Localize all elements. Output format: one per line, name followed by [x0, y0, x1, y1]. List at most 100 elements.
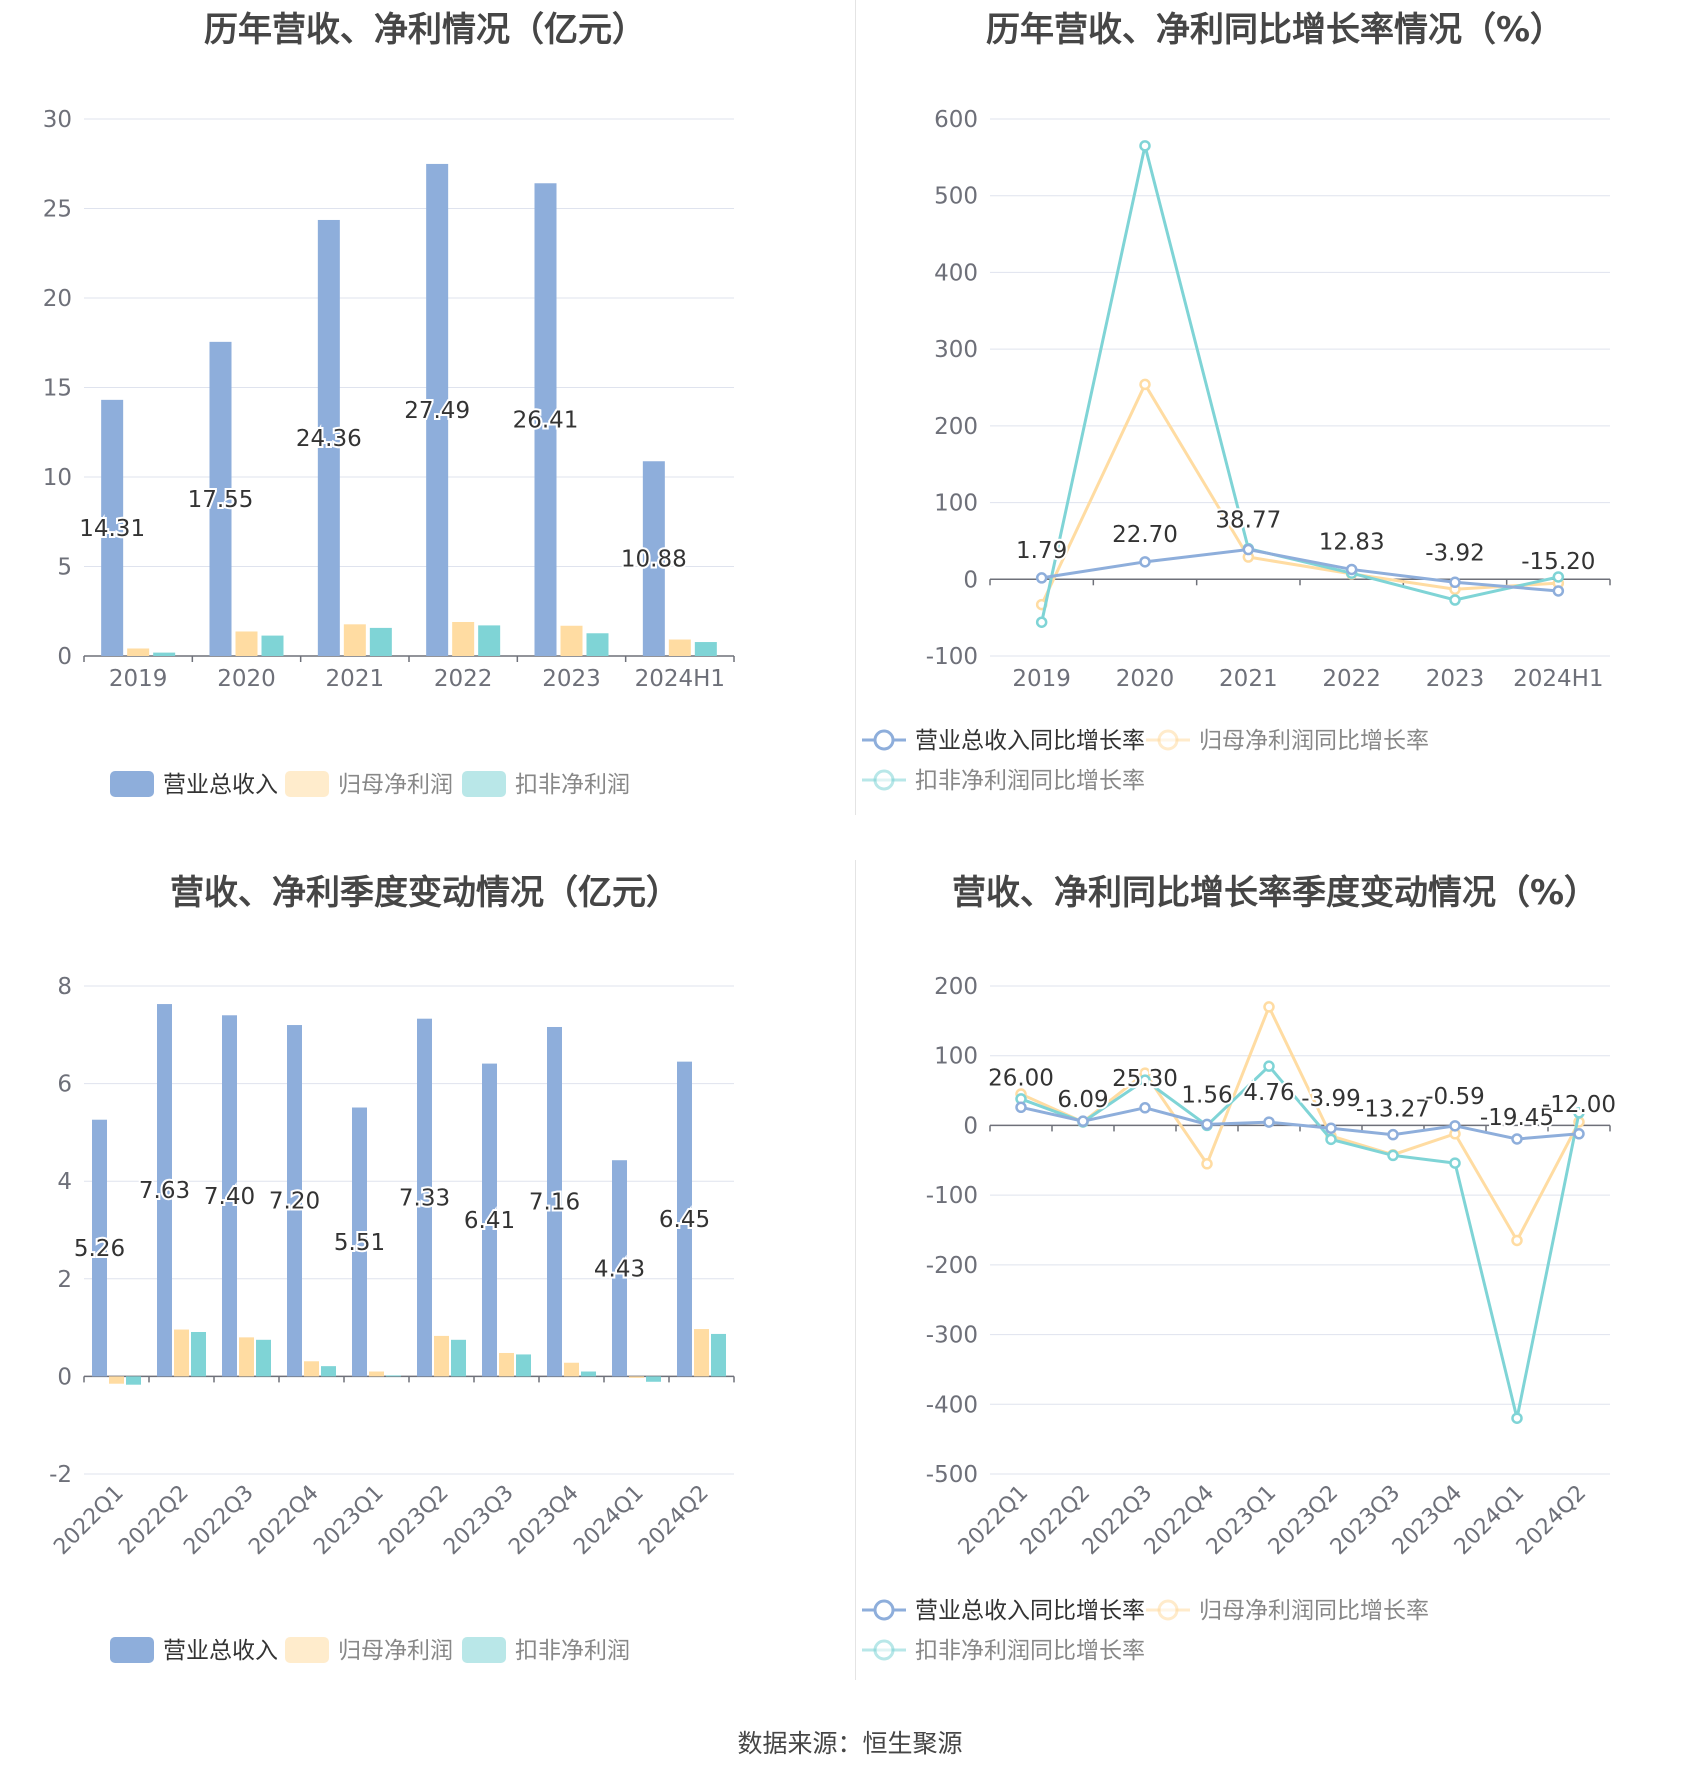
- data-point: [1201, 1158, 1213, 1170]
- x-tick-label: 2022Q1: [49, 1481, 128, 1560]
- y-tick-label: -400: [926, 1392, 978, 1418]
- y-tick-label: 8: [57, 974, 72, 1000]
- data-point: [1345, 563, 1358, 576]
- y-tick-label: 0: [57, 644, 72, 670]
- data-point: [1263, 1116, 1275, 1128]
- legend-label: 归母净利润: [338, 1638, 453, 1664]
- bar: [482, 1063, 497, 1377]
- y-tick-label: 30: [43, 107, 72, 133]
- data-point: [1035, 572, 1048, 584]
- quarterly-values-panel: 营收、净利季度变动情况（亿元） 8 6 4 2 0 -2 2022Q1 2022Q2 2022Q…: [0, 860, 850, 1720]
- bar: [157, 1004, 172, 1377]
- bar: [426, 163, 449, 656]
- bar: [109, 1376, 124, 1384]
- y-tick-label: 6: [57, 1072, 72, 1098]
- data-point: [1325, 1122, 1337, 1134]
- y-tick-label: 5: [57, 555, 72, 581]
- bar: [191, 1331, 206, 1377]
- quarterly-growth-panel: 营收、净利同比增长率季度变动情况（%） 200 100 0 -100 -200 -300 -…: [850, 860, 1700, 1720]
- chart-title: 历年营收、净利同比增长率情况（%）: [985, 10, 1565, 50]
- x-tick-label: 2023Q3: [439, 1481, 518, 1560]
- bar-data-label: 7.33: [399, 1186, 450, 1212]
- data-point: [1263, 1060, 1275, 1072]
- bar: [417, 1018, 432, 1377]
- bar: [304, 1361, 319, 1377]
- line-data-label: 38.77: [1215, 508, 1281, 534]
- data-point: [1387, 1128, 1399, 1141]
- legend-label: 扣非净利润: [515, 1638, 630, 1664]
- bar-data-label: 4.43: [594, 1256, 645, 1282]
- x-tick-label: 2023Q4: [504, 1481, 583, 1560]
- legend-marker: [873, 1639, 895, 1661]
- line-data-label: -19.45: [1480, 1105, 1554, 1131]
- x-tick-label: 2024H1: [1513, 666, 1603, 692]
- bar: [694, 1329, 709, 1377]
- y-tick-label: 0: [963, 567, 978, 593]
- bar-data-label: 6.41: [464, 1208, 515, 1234]
- quarterly-growth-chart: 2001000-100-200-300-400-5002022Q12022Q22…: [862, 974, 1618, 1664]
- data-source: 数据来源：恒生聚源: [737, 1729, 963, 1758]
- y-tick-label: 4: [57, 1169, 72, 1195]
- bar: [677, 1061, 692, 1377]
- bar: [434, 1335, 449, 1377]
- bar: [534, 183, 557, 657]
- x-tick-label: 2023: [542, 666, 601, 692]
- series-line: [1020, 1105, 1580, 1141]
- data-point: [1077, 1115, 1089, 1127]
- data-point: [1387, 1149, 1399, 1162]
- line-data-label: 1.79: [1016, 538, 1067, 564]
- x-tick-label: 2019: [1012, 666, 1071, 692]
- line-data-label: 22.70: [1112, 522, 1178, 548]
- legend-marker: [873, 729, 895, 751]
- bar-data-label: 7.20: [269, 1189, 320, 1215]
- data-point: [1201, 1118, 1213, 1131]
- bar-data-label: 10.88: [621, 547, 687, 573]
- quarterly-values-chart: 86420-22022Q12022Q22022Q32022Q42023Q1202…: [49, 974, 735, 1664]
- y-tick-label: -500: [926, 1462, 978, 1488]
- x-tick-label: 2022Q3: [179, 1481, 258, 1560]
- line-data-label: -13.27: [1356, 1097, 1430, 1123]
- data-point: [1139, 1074, 1151, 1086]
- data-point: [1035, 616, 1048, 628]
- chart-title: 历年营收、净利情况（亿元）: [204, 10, 646, 50]
- line-data-label: 4.76: [1243, 1080, 1294, 1106]
- series-line: [1020, 1063, 1581, 1419]
- y-tick-label: 400: [934, 260, 978, 286]
- bar-data-label: 24.36: [296, 426, 362, 452]
- bar: [560, 625, 583, 656]
- y-tick-label: 2: [57, 1267, 72, 1293]
- y-tick-label: 200: [934, 974, 978, 1000]
- data-point: [1449, 1157, 1461, 1169]
- legend-label: 营业总收入同比增长率: [915, 1598, 1145, 1624]
- line-data-label: -3.99: [1301, 1086, 1361, 1112]
- series-line: [1040, 381, 1559, 606]
- legend-swatch: [462, 771, 506, 797]
- series-line: [1041, 548, 1559, 593]
- legend-label: 归母净利润同比增长率: [1199, 1598, 1429, 1624]
- bar-data-label: 17.55: [188, 487, 254, 513]
- bar: [321, 1366, 336, 1377]
- line-data-label: -15.20: [1521, 549, 1595, 575]
- bar: [209, 341, 232, 656]
- x-tick-label: 2022Q2: [114, 1481, 193, 1560]
- data-point: [1573, 1107, 1585, 1119]
- x-tick-label: 2020: [217, 666, 276, 692]
- bar: [256, 1339, 271, 1377]
- bar: [317, 219, 340, 656]
- bar: [343, 624, 366, 656]
- x-tick-label: 2021: [1219, 666, 1278, 692]
- bar-data-label: 6.45: [659, 1207, 710, 1233]
- y-tick-label: 600: [934, 107, 978, 133]
- bar: [452, 621, 475, 656]
- bar: [478, 625, 501, 656]
- bar: [261, 635, 284, 656]
- bar: [581, 1371, 596, 1377]
- y-tick-label: 25: [43, 197, 72, 223]
- bar: [92, 1119, 107, 1377]
- x-tick-label: 2020: [1116, 666, 1175, 692]
- legend-label: 归母净利润同比增长率: [1199, 728, 1429, 754]
- y-tick-label: 200: [934, 414, 978, 440]
- y-tick-label: -300: [926, 1323, 978, 1349]
- data-point: [1449, 576, 1461, 589]
- data-point: [1015, 1101, 1027, 1114]
